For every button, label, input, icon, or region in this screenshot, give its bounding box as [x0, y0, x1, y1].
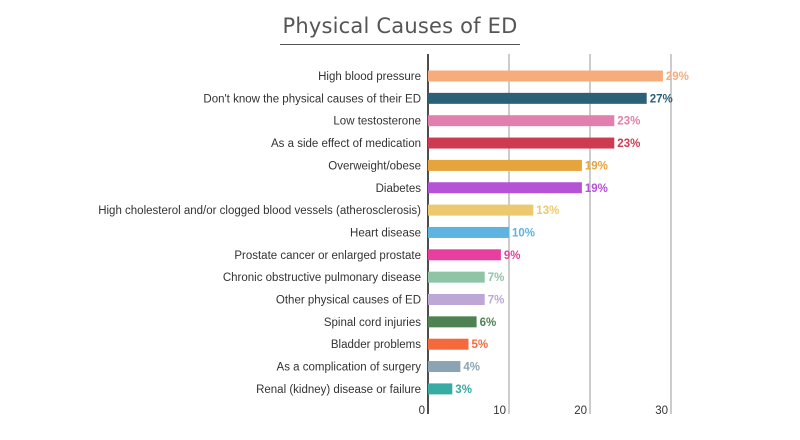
value-label-14: 4% — [463, 362, 480, 374]
bar-9 — [428, 249, 501, 261]
x-tick-label-0: 0 — [419, 405, 425, 417]
bar-12 — [428, 316, 477, 328]
value-label-10: 7% — [488, 272, 505, 284]
category-label-12: Spinal cord injuries — [324, 317, 421, 329]
chart-title-wrapper: Physical Causes of ED — [0, 14, 800, 45]
value-label-4: 23% — [617, 138, 640, 150]
bar-15 — [428, 383, 453, 395]
x-tick-label-20: 20 — [574, 405, 587, 417]
category-label-2: Don't know the physical causes of their … — [203, 93, 421, 105]
value-label-2: 27% — [650, 93, 673, 105]
value-label-3: 23% — [617, 116, 640, 128]
category-label-3: Low testosterone — [333, 116, 421, 128]
value-label-13: 5% — [472, 339, 489, 351]
bar-10 — [428, 271, 485, 283]
category-label-4: As a side effect of medication — [271, 138, 421, 150]
value-label-11: 7% — [488, 295, 505, 307]
value-label-15: 3% — [455, 384, 472, 396]
category-label-5: Overweight/obese — [328, 160, 421, 172]
bar-1 — [428, 70, 663, 82]
value-label-1: 29% — [666, 71, 689, 83]
category-label-7: High cholesterol and/or clogged blood ve… — [98, 205, 421, 217]
value-label-8: 10% — [512, 227, 535, 239]
bar-6 — [428, 182, 582, 194]
category-label-10: Chronic obstructive pulmonary disease — [223, 272, 421, 284]
bar-4 — [428, 137, 615, 149]
bar-13 — [428, 338, 469, 350]
category-label-15: Renal (kidney) disease or failure — [256, 384, 421, 396]
category-label-6: Diabetes — [376, 183, 422, 195]
bar-7 — [428, 204, 534, 216]
category-label-8: Heart disease — [350, 227, 421, 239]
bar-11 — [428, 294, 485, 305]
bar-2 — [428, 92, 647, 104]
value-label-7: 13% — [536, 205, 559, 217]
x-tick-label-30: 30 — [655, 405, 668, 417]
bar-14 — [428, 361, 461, 373]
category-label-13: Bladder problems — [331, 339, 421, 351]
value-label-5: 19% — [585, 160, 608, 172]
x-tick-label-10: 10 — [493, 405, 506, 417]
value-label-12: 6% — [480, 317, 497, 329]
bar-5 — [428, 159, 582, 171]
category-label-9: Prostate cancer or enlarged prostate — [234, 250, 421, 262]
category-label-1: High blood pressure — [318, 71, 421, 83]
chart-title: Physical Causes of ED — [279, 14, 521, 45]
bar-3 — [428, 115, 615, 127]
category-label-11: Other physical causes of ED — [276, 295, 421, 307]
category-label-14: As a complication of surgery — [277, 362, 422, 374]
value-label-6: 19% — [585, 183, 608, 195]
value-label-9: 9% — [504, 250, 521, 262]
bar-8 — [428, 226, 509, 238]
